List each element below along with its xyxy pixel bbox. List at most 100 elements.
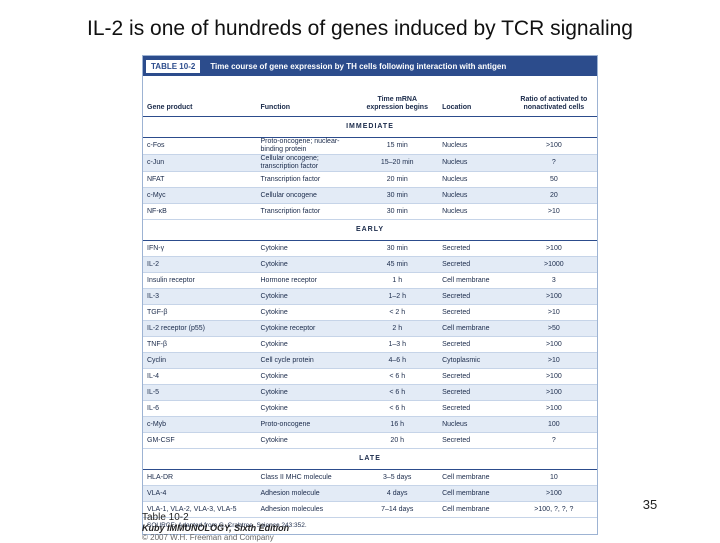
table-cell: NFAT bbox=[143, 171, 257, 188]
table-cell: VLA-4 bbox=[143, 485, 257, 502]
table-cell: TNF-β bbox=[143, 336, 257, 353]
table-cell: Cytokine bbox=[256, 432, 357, 449]
table-cell: Adhesion molecule bbox=[256, 485, 357, 502]
table-cell: HLA-DR bbox=[143, 469, 257, 486]
table-cell: c-Myb bbox=[143, 416, 257, 433]
table-row: TNF-β Cytokine 1–3 h Secreted >100 bbox=[143, 336, 597, 353]
section-label: EARLY bbox=[143, 219, 597, 241]
table-figure: TABLE 10-2 Time course of gene expressio… bbox=[142, 55, 598, 535]
table-cell: >10 bbox=[510, 352, 597, 369]
table-cell: Secreted bbox=[438, 400, 511, 417]
table-cell: < 6 h bbox=[356, 384, 439, 401]
table-cell: Transcription factor bbox=[256, 203, 357, 220]
table-cell: Cytokine bbox=[256, 240, 357, 257]
table-row: c-Jun Cellular oncogene; transcription fa… bbox=[143, 154, 597, 172]
caption-line: Kuby IMMUNOLOGY, Sixth Edition bbox=[142, 523, 290, 533]
table-cell: IL-2 receptor (p55) bbox=[143, 320, 257, 337]
table-cell: 30 min bbox=[356, 187, 439, 204]
table-cell: Secreted bbox=[438, 336, 511, 353]
table-row: NFAT Transcription factor 20 min Nucleus 50 bbox=[143, 171, 597, 188]
table-cell: c-Myc bbox=[143, 187, 257, 204]
table-row: VLA-4 Adhesion molecule 4 days Cell membran… bbox=[143, 485, 597, 502]
table-cell: IL-5 bbox=[143, 384, 257, 401]
table-cell: Secreted bbox=[438, 304, 511, 321]
table-cell: >100 bbox=[510, 368, 597, 385]
table-cell: >100 bbox=[510, 384, 597, 401]
table-cell: c-Fos bbox=[143, 137, 257, 155]
table-cell: 7–14 days bbox=[356, 501, 439, 518]
table-cell: >100, ?, ?, ? bbox=[510, 501, 597, 518]
table-cell: IL-3 bbox=[143, 288, 257, 305]
table-cell: >100 bbox=[510, 137, 597, 155]
table-cell: Nucleus bbox=[438, 137, 511, 155]
table-cell: 4–6 h bbox=[356, 352, 439, 369]
table-cell: Cellular oncogene bbox=[256, 187, 357, 204]
table-cell: 1–3 h bbox=[356, 336, 439, 353]
table-row: NF-κB Transcription factor 30 min Nucleus >1… bbox=[143, 203, 597, 220]
table-cell: NF-κB bbox=[143, 203, 257, 220]
table-row: c-Myb Proto-oncogene 16 h Nucleus 100 bbox=[143, 416, 597, 433]
table-cell: IFN-γ bbox=[143, 240, 257, 257]
table-cell: 45 min bbox=[356, 256, 439, 273]
table-cell: IL-6 bbox=[143, 400, 257, 417]
column-header: Time mRNA expression begins bbox=[356, 76, 439, 117]
section-row: LATE bbox=[143, 448, 597, 470]
table-row: c-Fos Proto-oncogene; nuclear-binding pro… bbox=[143, 137, 597, 155]
table-cell: Cytokine bbox=[256, 304, 357, 321]
table-cell: Cell cycle protein bbox=[256, 352, 357, 369]
table-cell: >10 bbox=[510, 203, 597, 220]
table-cell: Nucleus bbox=[438, 416, 511, 433]
table-cell: 4 days bbox=[356, 485, 439, 502]
table-cell: 3 bbox=[510, 272, 597, 289]
table-cell: Proto-oncogene bbox=[256, 416, 357, 433]
table-cell: Nucleus bbox=[438, 187, 511, 204]
table-row: IL-5 Cytokine < 6 h Secreted >100 bbox=[143, 384, 597, 401]
table-cell: 1–2 h bbox=[356, 288, 439, 305]
table-cell: >100 bbox=[510, 485, 597, 502]
table-cell: Cytokine bbox=[256, 384, 357, 401]
table-cell: 3–5 days bbox=[356, 469, 439, 486]
section-label: LATE bbox=[143, 448, 597, 470]
table-row: HLA-DR Class II MHC molecule 3–5 days Cell … bbox=[143, 469, 597, 486]
section-label: IMMEDIATE bbox=[143, 116, 597, 138]
table-cell: 15–20 min bbox=[356, 154, 439, 172]
table-cell: Nucleus bbox=[438, 203, 511, 220]
table-body: Gene product Function Time mRNA expression… bbox=[143, 76, 597, 534]
section-row: IMMEDIATE bbox=[143, 116, 597, 138]
table-cell: Secreted bbox=[438, 368, 511, 385]
table-cell: >50 bbox=[510, 320, 597, 337]
table-row: VLA-1, VLA-2, VLA-3, VLA-5 Adhesion molec… bbox=[143, 501, 597, 518]
column-header: Ratio of activated to nonactivated cells bbox=[510, 76, 597, 117]
table-cell: Nucleus bbox=[438, 154, 511, 172]
table-label: TABLE 10-2 bbox=[146, 59, 201, 73]
table-heading: Time course of gene expression by TH cel… bbox=[210, 61, 507, 71]
table-cell: Secreted bbox=[438, 240, 511, 257]
table-cell: >100 bbox=[510, 240, 597, 257]
table-cell: Nucleus bbox=[438, 171, 511, 188]
table-cell: 20 bbox=[510, 187, 597, 204]
table-row: TGF-β Cytokine < 2 h Secreted >10 bbox=[143, 304, 597, 321]
table-cell: Cell membrane bbox=[438, 501, 511, 518]
table-cell: Cyclin bbox=[143, 352, 257, 369]
table-row: GM-CSF Cytokine 20 h Secreted? bbox=[143, 432, 597, 449]
table-cell: 30 min bbox=[356, 240, 439, 257]
gene-table: Gene product Function Time mRNA expression… bbox=[143, 76, 597, 534]
table-row: Cyclin Cell cycle protein 4–6 h Cytoplasmic… bbox=[143, 352, 597, 369]
table-cell: >100 bbox=[510, 400, 597, 417]
table-cell: 1 h bbox=[356, 272, 439, 289]
table-cell: ? bbox=[510, 432, 597, 449]
table-cell: Cell membrane bbox=[438, 272, 511, 289]
caption-line: © 2007 W.H. Freeman and Company bbox=[142, 533, 274, 542]
table-cell: Hormone receptor bbox=[256, 272, 357, 289]
column-header: Gene product bbox=[143, 76, 257, 117]
source-row: SOURCE: Adapted from G. Crabtree, Scienc… bbox=[143, 517, 597, 534]
table-cell: Cytoplasmic bbox=[438, 352, 511, 369]
table-cell: Secreted bbox=[438, 288, 511, 305]
column-header-row: Gene product Function Time mRNA expression… bbox=[143, 76, 597, 117]
table-cell: 20 h bbox=[356, 432, 439, 449]
table-row: IL-3 Cytokine 1–2 h Secreted >100 bbox=[143, 288, 597, 305]
table-cell: IL-4 bbox=[143, 368, 257, 385]
table-cell: Secreted bbox=[438, 256, 511, 273]
table-cell: c-Jun bbox=[143, 154, 257, 172]
